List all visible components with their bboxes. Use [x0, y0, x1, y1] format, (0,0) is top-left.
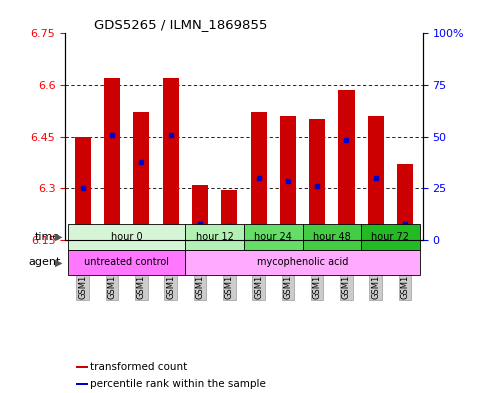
Bar	[302, 224, 361, 250]
Text: mycophenolic acid: mycophenolic acid	[257, 257, 348, 267]
FancyBboxPatch shape	[223, 241, 236, 300]
Bar	[280, 116, 296, 240]
Bar	[163, 78, 179, 240]
Bar	[251, 112, 267, 240]
Bar	[244, 224, 302, 250]
Bar	[68, 250, 185, 275]
Bar	[185, 224, 244, 250]
Bar	[185, 250, 420, 275]
FancyBboxPatch shape	[311, 241, 324, 300]
Text: hour 12: hour 12	[196, 232, 234, 242]
Text: ▶: ▶	[55, 257, 63, 267]
FancyBboxPatch shape	[282, 241, 294, 300]
Text: ▶: ▶	[55, 232, 63, 242]
Text: agent: agent	[28, 257, 60, 267]
Text: percentile rank within the sample: percentile rank within the sample	[90, 379, 266, 389]
Bar	[368, 116, 384, 240]
FancyBboxPatch shape	[399, 241, 412, 300]
Bar	[104, 78, 120, 240]
Bar	[68, 224, 185, 250]
FancyBboxPatch shape	[76, 241, 89, 300]
Bar	[192, 185, 208, 240]
Bar	[76, 383, 88, 385]
Text: transformed count: transformed count	[90, 362, 187, 372]
Bar	[75, 136, 91, 240]
Bar	[397, 164, 413, 240]
FancyBboxPatch shape	[194, 241, 206, 300]
Bar	[309, 119, 325, 240]
FancyBboxPatch shape	[135, 241, 148, 300]
Text: hour 0: hour 0	[111, 232, 142, 242]
FancyBboxPatch shape	[164, 241, 177, 300]
Text: untreated control: untreated control	[84, 257, 169, 267]
FancyBboxPatch shape	[340, 241, 353, 300]
Bar	[221, 190, 237, 240]
Text: hour 72: hour 72	[371, 232, 410, 242]
FancyBboxPatch shape	[252, 241, 265, 300]
Text: GDS5265 / ILMN_1869855: GDS5265 / ILMN_1869855	[94, 18, 267, 31]
Text: hour 48: hour 48	[313, 232, 351, 242]
Bar	[76, 366, 88, 368]
Bar	[339, 90, 355, 240]
Bar	[133, 112, 149, 240]
FancyBboxPatch shape	[106, 241, 118, 300]
FancyBboxPatch shape	[369, 241, 382, 300]
Bar	[361, 224, 420, 250]
Text: time: time	[35, 232, 60, 242]
Text: hour 24: hour 24	[254, 232, 292, 242]
